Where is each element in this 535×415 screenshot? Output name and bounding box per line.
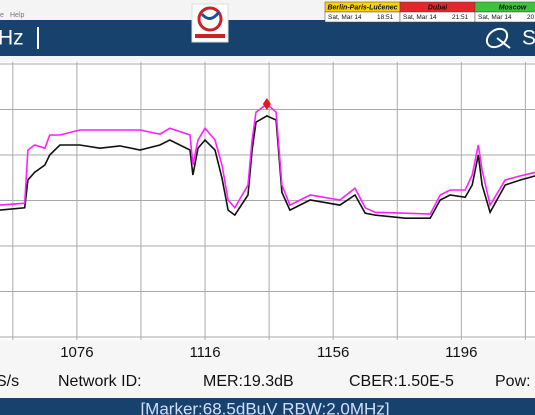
clock-time: 20: bbox=[527, 14, 535, 21]
clock-date: Sat, Mar 14 bbox=[328, 14, 362, 21]
clock-city: Moscow bbox=[499, 4, 527, 11]
clock-time: 18:51 bbox=[377, 14, 394, 21]
x-tick-label: 1116 bbox=[189, 344, 220, 361]
clock-date: Sat, Mar 14 bbox=[403, 14, 437, 21]
menu-item[interactable]: e bbox=[0, 12, 4, 19]
satellite-icon bbox=[485, 27, 511, 49]
status-field: MER:19.3dB bbox=[203, 373, 294, 390]
clock-body bbox=[474, 11, 535, 23]
status-field: S/s bbox=[0, 373, 19, 390]
header-bar bbox=[0, 20, 535, 56]
logo bbox=[191, 3, 229, 43]
x-tick-label: 1196 bbox=[445, 344, 477, 361]
clock-date: Sat, Mar 14 bbox=[478, 14, 512, 21]
status-field: Network ID: bbox=[58, 373, 142, 390]
menu-item[interactable]: Help bbox=[10, 12, 25, 19]
spectrum-trace bbox=[0, 115, 535, 219]
x-tick-label: 1076 bbox=[60, 344, 93, 361]
clock-city: Dubai bbox=[428, 4, 449, 11]
marker bbox=[262, 98, 271, 111]
status-field: CBER:1.50E-5 bbox=[349, 373, 454, 390]
clock-city: Berlin-Paris-Lučenec bbox=[327, 4, 397, 11]
x-tick-label: 1156 bbox=[317, 344, 349, 361]
footer-bar bbox=[0, 398, 535, 415]
header-text: S bbox=[522, 27, 535, 50]
marker-readout: [Marker:68.5dBuV RBW:2.0MHz] bbox=[140, 399, 389, 415]
clock-time: 21:51 bbox=[452, 14, 469, 21]
header-unit: Hz bbox=[0, 27, 24, 50]
spectrum-trace bbox=[0, 102, 535, 215]
status-field: Pow: bbox=[495, 373, 531, 390]
